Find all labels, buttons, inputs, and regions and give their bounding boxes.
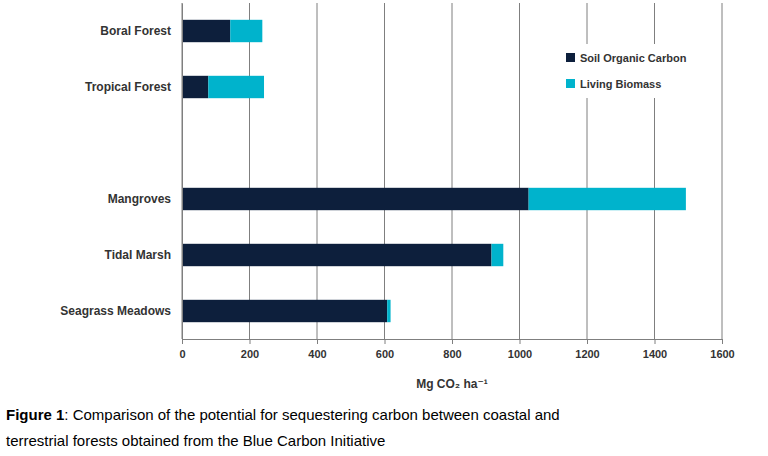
axis-title: Mg CO₂ ha⁻¹: [416, 377, 488, 391]
tick-label: 800: [443, 348, 461, 360]
legend-swatch: [566, 53, 575, 62]
bar: [182, 244, 491, 266]
grid: [182, 3, 722, 339]
tick: 600: [376, 339, 394, 360]
tick-mark: [452, 339, 453, 344]
tick-label: Seagrass Meadows: [60, 304, 171, 318]
tick-label: Tidal Marsh: [105, 248, 171, 262]
tick-label: 200: [241, 348, 259, 360]
tick-label: 1400: [643, 348, 667, 360]
grid-line: [384, 3, 385, 339]
tick: 400: [308, 339, 326, 360]
bar: [230, 20, 262, 42]
tick-mark: [317, 339, 318, 344]
grid-line: [249, 3, 250, 339]
tick: 800: [443, 339, 461, 360]
tick-label: Tropical Forest: [85, 80, 171, 94]
tick-label: 400: [308, 348, 326, 360]
y-axis: Boral Forest Tropical Forest Mangroves Tida…: [60, 4, 182, 340]
legend-label: Soil Organic Carbon: [580, 52, 687, 64]
tick: Mangroves: [108, 192, 182, 206]
tick: Seagrass Meadows: [60, 304, 182, 318]
grid-line: [182, 3, 183, 339]
tick-label: Mangroves: [108, 192, 172, 206]
tick: 1600: [710, 339, 734, 360]
bar: [208, 76, 264, 98]
tick: 0: [179, 339, 185, 360]
caption-line: terrestrial forests obtained from the Bl…: [6, 432, 385, 449]
tick-label: 1200: [575, 348, 599, 360]
bar: [387, 300, 390, 322]
tick-label: 1000: [508, 348, 532, 360]
bar: [182, 300, 387, 322]
legend-label: Living Biomass: [580, 78, 661, 90]
tick: 200: [241, 339, 259, 360]
tick-mark: [655, 339, 656, 344]
axis-line: [182, 4, 183, 340]
tick: 1000: [508, 339, 532, 360]
tick-mark: [182, 339, 183, 344]
bar: [529, 188, 686, 210]
grid-line: [452, 3, 453, 339]
tick: 1400: [643, 339, 667, 360]
caption-label: Figure 1: [6, 406, 64, 423]
bar: [182, 20, 230, 42]
grid-line: [519, 3, 520, 339]
tick: Boral Forest: [100, 24, 182, 38]
tick-mark: [250, 339, 251, 344]
tick-label: 600: [376, 348, 394, 360]
bar: [491, 244, 503, 266]
chart: 0 200 400 600 800 1000 1200 1400 1600 Boral Fores…: [0, 0, 768, 456]
grid-line: [722, 3, 723, 339]
bar: [182, 188, 529, 210]
tick: Tropical Forest: [85, 80, 182, 94]
caption-line: Figure 1: Comparison of the potential fo…: [6, 406, 560, 423]
axis-line: [183, 340, 723, 345]
x-axis: 0 200 400 600 800 1000 1200 1400 1600: [179, 339, 734, 360]
legend: Soil Organic Carbon Living Biomass: [560, 44, 710, 98]
legend-swatch: [566, 79, 575, 88]
bar: [182, 76, 208, 98]
caption-text: : Comparison of the potential for seques…: [64, 406, 559, 423]
tick: 1200: [575, 339, 599, 360]
tick-mark: [587, 339, 588, 344]
tick: Tidal Marsh: [105, 248, 182, 262]
tick-label: 0: [179, 348, 185, 360]
tick-label: Boral Forest: [100, 24, 171, 38]
legend-box: [560, 44, 710, 98]
tick-mark: [520, 339, 521, 344]
tick-label: 1600: [710, 348, 734, 360]
grid-line: [317, 3, 318, 339]
tick-mark: [385, 339, 386, 344]
tick-mark: [722, 339, 723, 344]
caption: Figure 1: Comparison of the potential fo…: [6, 406, 560, 449]
